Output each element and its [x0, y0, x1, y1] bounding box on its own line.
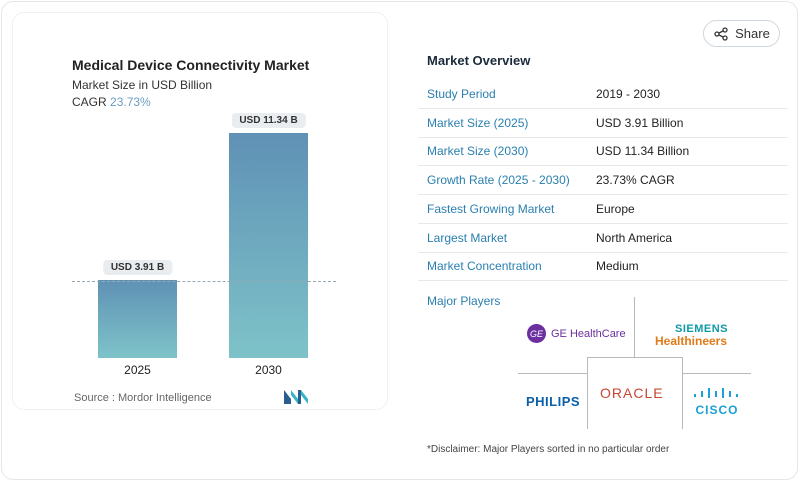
chart-title: Medical Device Connectivity Market [72, 57, 310, 73]
overview-row: Market Concentration Medium [418, 252, 788, 282]
row-label: Largest Market [427, 230, 508, 245]
ge-healthcare-logo: GE GE HealthCare [527, 324, 626, 343]
overview-row: Study Period 2019 - 2030 [418, 80, 788, 109]
overview-title: Market Overview [427, 53, 531, 68]
disclaimer: *Disclaimer: Major Players sorted in no … [427, 444, 670, 455]
data-label: USD 3.91 B [102, 260, 173, 276]
player-philips: PHILIPS [526, 394, 581, 409]
row-label: Study Period [427, 87, 496, 101]
player-ge: GE HealthCare [551, 327, 626, 340]
row-value: Europe [596, 201, 635, 216]
cisco-logo: CISCO [693, 385, 741, 417]
bar-2025 [98, 280, 177, 358]
row-value: 2019 - 2030 [596, 87, 661, 101]
row-label: Market Concentration [427, 259, 542, 274]
cagr-value: 23.73% [110, 95, 151, 109]
overview-row: Growth Rate (2025 - 2030) 23.73% CAGR [418, 166, 788, 196]
row-label: Market Size (2030) [427, 144, 529, 159]
row-value: 23.73% CAGR [596, 173, 675, 188]
overview-row: Market Size (2030) USD 11.34 Billion [418, 137, 788, 167]
bar-2030 [229, 133, 308, 358]
row-label: Growth Rate (2025 - 2030) [427, 173, 570, 188]
major-players-label: Major Players [427, 294, 501, 308]
mordor-logo-icon [284, 390, 308, 404]
player-oracle: ORACLE [600, 385, 664, 401]
cagr: CAGR 23.73% [72, 95, 151, 109]
source-text: Source : Mordor Intelligence [74, 392, 212, 404]
oracle-box [587, 357, 683, 429]
divider [634, 297, 635, 357]
share-icon [714, 26, 728, 41]
chart-subtitle: Market Size in USD Billion [72, 78, 213, 92]
overview-row: Market Size (2025) USD 3.91 Billion [418, 109, 788, 138]
overview-row: Largest Market North America [418, 224, 788, 253]
cagr-label: CAGR [72, 95, 107, 109]
ge-monogram-icon: GE [527, 324, 546, 343]
overview-row: Fastest Growing Market Europe [418, 195, 788, 224]
reference-dashed-line [72, 281, 336, 282]
cisco-bars-icon [694, 388, 738, 398]
player-healthineers: Healthineers [655, 334, 728, 348]
player-siemens: SIEMENS [675, 323, 729, 335]
chart-card [12, 12, 388, 410]
row-label: Market Size (2025) [427, 115, 529, 130]
row-label: Fastest Growing Market [427, 201, 555, 216]
share-label: Share [735, 26, 770, 41]
siemens-logo: SIEMENS Healthineers [655, 323, 728, 347]
player-cisco: CISCO [695, 403, 739, 417]
share-button[interactable]: Share [703, 20, 780, 47]
divider [682, 373, 751, 374]
divider [518, 373, 587, 374]
row-value: North America [596, 230, 673, 245]
x-tick-label: 2030 [255, 363, 282, 377]
row-value: Medium [596, 259, 639, 274]
x-tick-label: 2025 [124, 363, 151, 377]
data-label: USD 11.34 B [231, 113, 306, 128]
row-value: USD 3.91 Billion [596, 115, 684, 130]
row-value: USD 11.34 Billion [596, 144, 690, 159]
